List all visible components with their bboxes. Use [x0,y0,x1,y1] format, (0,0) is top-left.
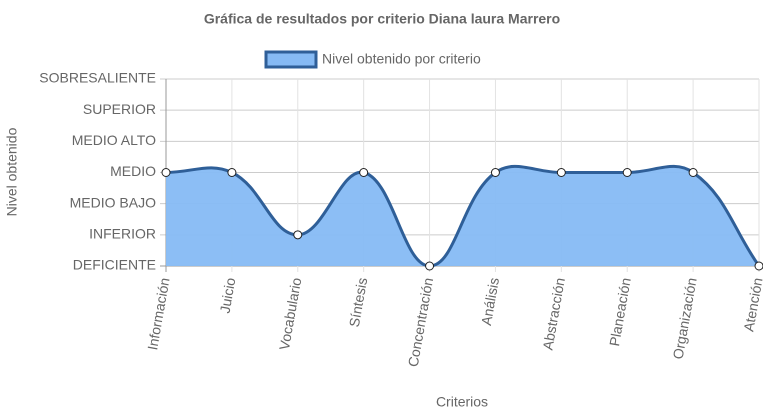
y-tick-label: DEFICIENTE [73,257,156,273]
x-tick-label: Análisis [478,276,502,326]
point [359,168,369,177]
point [425,261,435,271]
x-tick-label: Concentración [405,276,436,368]
x-tick-label: Atención [740,276,763,332]
y-axis-title: Nivel obtenido [4,127,20,216]
point [490,168,500,177]
x-tick-label: Síntesis [346,276,370,328]
x-tick-label: Vocabulario [276,276,304,351]
y-tick-label: MEDIO ALTO [72,132,156,148]
chart-title: Gráfica de resultados por criterio Diana… [204,11,560,27]
point [556,168,566,177]
y-tick-label: INFERIOR [89,226,156,242]
point [622,168,632,177]
y-tick-label: SUPERIOR [83,101,156,117]
point [293,230,303,240]
x-tick-label: Abstracción [539,276,567,351]
x-tick-label: Planeación [606,276,634,347]
x-tick-label: Organización [670,276,700,360]
y-tick-label: SOBRESALIENTE [39,70,156,86]
x-axis-title: Criterios [436,394,488,410]
legend-swatch [264,50,318,69]
point [161,168,171,177]
legend-label: Nivel obtenido por criterio [322,51,481,67]
x-tick-label: Juicio [217,276,239,314]
x-tick-label: Información [144,276,172,351]
point [754,261,763,271]
y-tick-label: MEDIO [110,163,156,179]
line [165,164,761,268]
point [227,168,237,177]
point [688,168,698,177]
y-tick-label: MEDIO BAJO [70,194,156,210]
area-fill [166,166,759,266]
